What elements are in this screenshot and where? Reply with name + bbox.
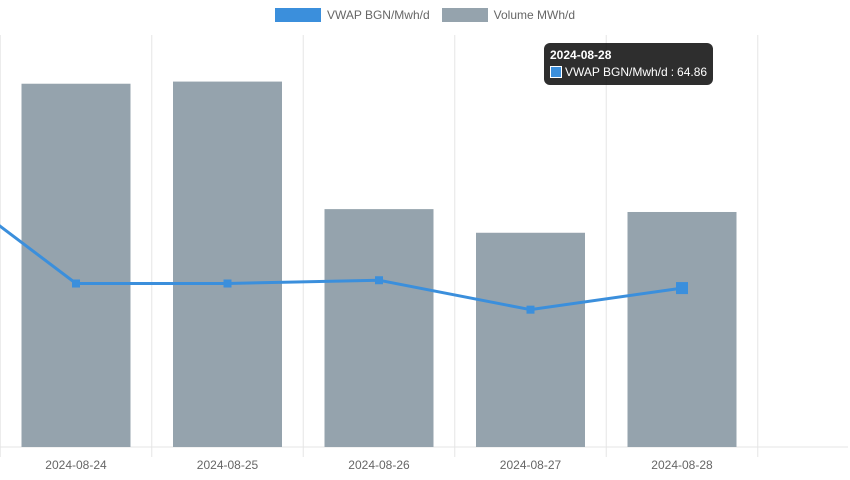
vwap-point-2024-08-25 bbox=[223, 279, 232, 288]
x-axis-tick-labels: 2024-08-232024-08-242024-08-252024-08-26… bbox=[45, 458, 713, 472]
tooltip-value: 64.86 bbox=[677, 65, 708, 79]
tooltip-title: 2024-08-28 bbox=[550, 48, 612, 62]
tooltip: 2024-08-28 VWAP BGN/Mwh/d: 64.86 bbox=[544, 43, 714, 85]
x-tick-2024-08-24: 2024-08-24 bbox=[45, 458, 107, 472]
legend-item-volume[interactable]: Volume MWh/d bbox=[441, 8, 576, 22]
tooltip-row: VWAP BGN/Mwh/d: 64.86 bbox=[550, 65, 707, 79]
vwap-line-series bbox=[0, 224, 688, 314]
legend-item-vwap[interactable]: VWAP BGN/Mwh/d bbox=[274, 8, 430, 22]
bar-2024-08-27 bbox=[476, 232, 585, 447]
volume-bars bbox=[21, 81, 737, 447]
legend-label-vwap: VWAP BGN/Mwh/d bbox=[326, 8, 430, 22]
bar-2024-08-28 bbox=[627, 211, 737, 447]
vwap-point-2024-08-24 bbox=[72, 279, 80, 288]
legend-label-volume: Volume MWh/d bbox=[493, 8, 576, 22]
bar-2024-08-25 bbox=[173, 81, 282, 447]
bar-2024-08-26 bbox=[324, 209, 434, 447]
tooltip-series-name: VWAP BGN/Mwh/d bbox=[565, 65, 668, 79]
vwap-point-2024-08-27 bbox=[526, 305, 535, 314]
x-tick-2024-08-25: 2024-08-25 bbox=[197, 458, 259, 472]
bar-2024-08-24 bbox=[21, 83, 131, 447]
legend-swatch-volume bbox=[441, 8, 488, 22]
legend-swatch-vwap bbox=[274, 8, 321, 22]
vwap-point-2024-08-28 bbox=[676, 282, 688, 295]
x-tick-2024-08-27: 2024-08-27 bbox=[500, 458, 562, 472]
x-tick-2024-08-26: 2024-08-26 bbox=[348, 458, 410, 472]
legend: VWAP BGN/Mwh/d Volume MWh/d bbox=[0, 8, 850, 22]
vwap-point-2024-08-26 bbox=[375, 276, 383, 285]
tooltip-swatch bbox=[550, 66, 562, 78]
vwap-line bbox=[0, 224, 683, 312]
x-tick-2024-08-28: 2024-08-28 bbox=[651, 458, 713, 472]
